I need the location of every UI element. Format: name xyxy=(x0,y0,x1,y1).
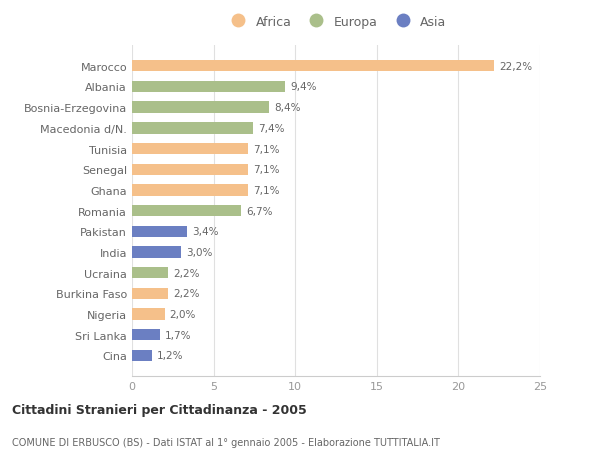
Text: 7,1%: 7,1% xyxy=(253,144,279,154)
Text: 9,4%: 9,4% xyxy=(290,82,317,92)
Text: 2,2%: 2,2% xyxy=(173,268,199,278)
Text: 7,1%: 7,1% xyxy=(253,185,279,196)
Bar xyxy=(132,330,160,341)
Bar xyxy=(132,123,253,134)
Text: 22,2%: 22,2% xyxy=(499,62,532,72)
Bar xyxy=(132,268,168,279)
Bar xyxy=(132,185,248,196)
Bar xyxy=(132,102,269,113)
Text: 1,7%: 1,7% xyxy=(164,330,191,340)
Bar xyxy=(132,164,248,175)
Text: 6,7%: 6,7% xyxy=(246,206,273,216)
Text: 7,4%: 7,4% xyxy=(257,123,284,134)
Bar xyxy=(132,206,241,217)
Bar xyxy=(132,247,181,258)
Bar xyxy=(132,61,494,72)
Bar xyxy=(132,82,286,93)
Text: 7,1%: 7,1% xyxy=(253,165,279,175)
Text: COMUNE DI ERBUSCO (BS) - Dati ISTAT al 1° gennaio 2005 - Elaborazione TUTTITALIA: COMUNE DI ERBUSCO (BS) - Dati ISTAT al 1… xyxy=(12,437,440,447)
Bar xyxy=(132,309,164,320)
Text: 1,2%: 1,2% xyxy=(157,351,183,361)
Text: Cittadini Stranieri per Cittadinanza - 2005: Cittadini Stranieri per Cittadinanza - 2… xyxy=(12,403,307,416)
Text: 2,2%: 2,2% xyxy=(173,289,199,299)
Text: 3,4%: 3,4% xyxy=(193,227,219,237)
Bar xyxy=(132,144,248,155)
Text: 2,0%: 2,0% xyxy=(170,309,196,319)
Text: 3,0%: 3,0% xyxy=(186,247,212,257)
Bar xyxy=(132,288,168,299)
Bar xyxy=(132,350,152,361)
Bar xyxy=(132,226,187,237)
Text: 8,4%: 8,4% xyxy=(274,103,301,113)
Legend: Africa, Europa, Asia: Africa, Europa, Asia xyxy=(226,16,446,29)
